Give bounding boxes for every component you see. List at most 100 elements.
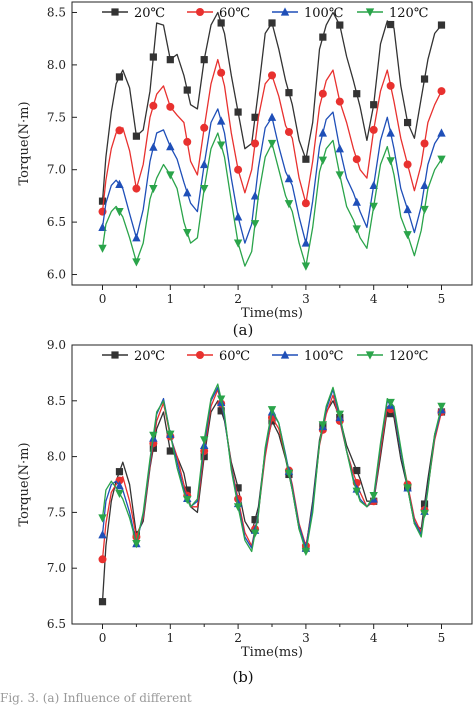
panel-b-torque-chart: 6.5 7.0 7.5 8.0 8.5 9.0 0 1 2 3 4 5 Time(ms) Torque(N… — [17, 338, 473, 660]
data-point — [437, 402, 446, 411]
legend-marker — [365, 8, 375, 17]
series-3 — [98, 108, 446, 247]
data-point — [335, 144, 344, 153]
data-point — [267, 406, 277, 415]
data-point — [166, 142, 175, 151]
y-tick-label: 6.5 — [47, 617, 66, 631]
data-point — [98, 530, 107, 539]
data-point — [183, 188, 192, 197]
data-point — [98, 598, 107, 606]
data-point — [132, 184, 141, 193]
data-point — [437, 21, 446, 29]
series-4 — [98, 383, 446, 557]
series-2 — [98, 58, 446, 216]
y-tick-label: 6.0 — [47, 268, 66, 282]
data-point — [318, 89, 327, 98]
x-tick-label: 4 — [370, 292, 378, 306]
series-1 — [98, 11, 446, 205]
data-point — [301, 199, 310, 208]
y-tick-label: 7.5 — [47, 505, 66, 519]
x-tick-label: 1 — [166, 292, 174, 306]
data-point — [183, 495, 192, 505]
data-point — [200, 184, 209, 194]
x-tick-label: 5 — [438, 631, 446, 645]
data-point — [149, 142, 158, 151]
x-tick-label: 4 — [370, 631, 378, 645]
legend-marker — [365, 351, 375, 360]
data-point — [420, 180, 429, 190]
data-point — [420, 205, 429, 215]
legend-entry: 100℃ — [304, 349, 343, 364]
y-tick-label: 6.5 — [47, 215, 66, 229]
data-point — [369, 492, 378, 501]
data-point — [284, 469, 294, 478]
data-point — [200, 453, 208, 461]
data-point — [115, 208, 124, 217]
data-point — [420, 75, 429, 83]
data-point — [233, 212, 243, 221]
data-point — [250, 220, 260, 229]
data-point — [115, 489, 124, 499]
data-point — [149, 184, 158, 194]
x-tick-label: 3 — [302, 292, 310, 306]
legend-entry: 60℃ — [219, 6, 250, 21]
data-point — [216, 395, 226, 404]
data-point — [98, 244, 107, 253]
x-tick-label: 1 — [166, 631, 174, 645]
data-point — [132, 233, 141, 242]
series-1 — [98, 400, 446, 606]
data-point — [200, 123, 209, 132]
legend: 20℃ 60℃ 100℃ 120℃ — [102, 349, 428, 364]
series-4 — [98, 132, 446, 271]
data-point — [369, 202, 378, 211]
y-tick-label: 7.0 — [47, 163, 66, 177]
data-point — [403, 118, 412, 127]
data-point — [403, 204, 412, 214]
data-point — [98, 514, 107, 523]
data-point — [216, 141, 226, 150]
data-point — [386, 81, 395, 90]
data-point — [183, 137, 192, 146]
data-point — [251, 139, 260, 148]
x-tick-label: 2 — [234, 631, 242, 645]
data-point — [250, 191, 260, 200]
data-point — [302, 155, 310, 163]
data-point — [115, 481, 124, 490]
data-point — [183, 228, 192, 238]
y-tick-label: 8.5 — [47, 394, 66, 408]
data-point — [369, 125, 378, 134]
data-point — [318, 421, 328, 430]
data-point — [200, 56, 208, 64]
y-tick-label: 8.0 — [47, 58, 66, 72]
data-point — [335, 171, 344, 180]
data-point — [352, 155, 361, 164]
data-point — [217, 19, 225, 27]
data-point — [352, 225, 361, 234]
data-point — [149, 101, 158, 110]
legend-marker — [111, 8, 119, 16]
data-point — [234, 165, 243, 174]
data-point — [233, 503, 243, 512]
data-point — [234, 484, 242, 492]
data-point — [200, 159, 209, 169]
y-tick-label: 9.0 — [47, 338, 66, 352]
data-point — [420, 139, 429, 148]
legend-entry: 20℃ — [134, 6, 165, 21]
data-point — [318, 156, 328, 165]
data-point — [268, 71, 276, 80]
data-point — [369, 180, 378, 190]
legend-marker — [280, 350, 290, 359]
data-point — [183, 86, 191, 94]
x-tick-label: 2 — [234, 292, 242, 306]
x-axis-title: Time(ms) — [241, 645, 303, 660]
data-point — [284, 174, 294, 183]
data-point — [166, 56, 174, 64]
data-point — [285, 89, 293, 97]
data-point — [166, 430, 175, 439]
x-axis-title: Time(ms) — [241, 306, 303, 321]
data-point — [387, 20, 395, 29]
series-line — [101, 132, 443, 267]
data-point — [132, 258, 141, 267]
data-point — [301, 238, 311, 247]
